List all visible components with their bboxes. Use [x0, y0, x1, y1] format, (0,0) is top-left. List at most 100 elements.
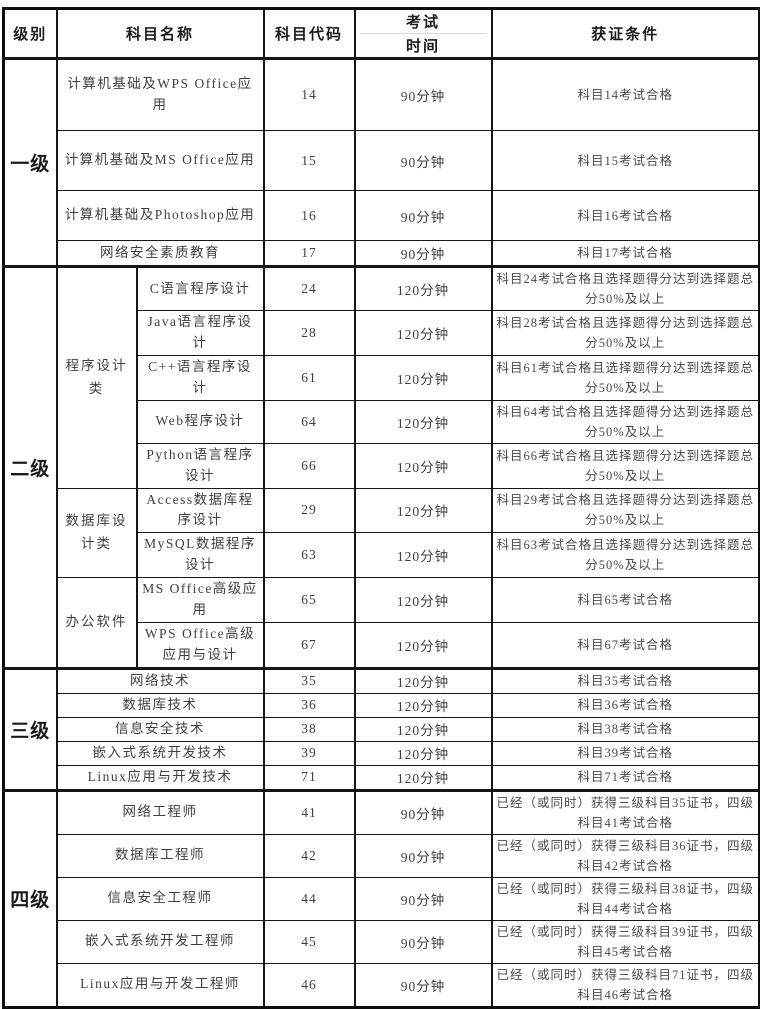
- time-cell: 90分钟: [353, 962, 493, 1008]
- time-cell: 120分钟: [353, 310, 493, 356]
- condition-cell: 已经（或同时）获得三级科目35证书，四级科目41考试合格: [490, 788, 760, 835]
- table-header-row: 级别 科目名称 科目代码 考试 时间 获证条件: [2, 8, 760, 59]
- time-cell: 120分钟: [353, 354, 493, 401]
- time-cell: 120分钟: [353, 622, 493, 669]
- subject-cell: 数据库技术: [55, 692, 265, 718]
- code-cell: 17: [262, 240, 356, 267]
- exam-subject-table: 级别 科目名称 科目代码 考试 时间 获证条件 一级 计算机基础及WPS Off…: [2, 7, 760, 1009]
- condition-cell: 科目63考试合格且选择题得分达到选择题总分50%及以上: [490, 532, 760, 579]
- table-row: 计算机基础及Photoshop应用 16 90分钟 科目16考试合格: [4, 190, 760, 241]
- time-cell: 120分钟: [353, 399, 493, 444]
- condition-cell: 科目17考试合格: [490, 240, 760, 267]
- table-row: 四级 网络工程师 41 90分钟 已经（或同时）获得三级科目35证书，四级科目4…: [2, 788, 760, 1008]
- table-row: Linux应用与开发技术 71 120分钟 科目71考试合格: [4, 764, 760, 791]
- table-row: 二级 程序设计类 C语言程序设计 24 120分钟 科目24考试合格且选择题得分…: [2, 265, 760, 669]
- time-cell: 90分钟: [353, 833, 493, 878]
- code-cell: 71: [262, 764, 356, 791]
- condition-cell: 科目38考试合格: [490, 716, 760, 742]
- header-subject-code: 科目代码: [262, 8, 356, 59]
- condition-cell: 科目65考试合格: [490, 577, 760, 624]
- code-cell: 63: [262, 532, 356, 579]
- level-cell-level2: 二级: [2, 265, 58, 669]
- subject-cell: 计算机基础及Photoshop应用: [55, 190, 265, 241]
- subject-cell: C++语言程序设计: [135, 354, 265, 401]
- time-cell: 120分钟: [353, 532, 493, 579]
- condition-cell: 已经（或同时）获得三级科目71证书，四级科目46考试合格: [490, 962, 760, 1008]
- subject-cell: C语言程序设计: [135, 265, 265, 311]
- subject-cell: MS Office高级应用: [135, 577, 265, 624]
- code-cell: 67: [262, 622, 356, 669]
- time-cell: 120分钟: [353, 666, 493, 694]
- category-cell-database: 数据库设计类: [55, 487, 138, 579]
- condition-cell: 已经（或同时）获得三级科目38证书，四级科目44考试合格: [490, 876, 760, 921]
- time-cell: 120分钟: [353, 442, 493, 489]
- code-cell: 35: [262, 666, 356, 694]
- subject-cell: 网络安全素质教育: [55, 240, 265, 267]
- condition-cell: 科目15考试合格: [490, 130, 760, 191]
- subject-cell: Linux应用与开发技术: [55, 764, 265, 791]
- header-exam-time-line1: 考试: [406, 15, 441, 31]
- header-level: 级别: [2, 8, 58, 59]
- condition-cell: 科目35考试合格: [490, 666, 760, 694]
- subject-cell: 嵌入式系统开发工程师: [55, 919, 265, 964]
- time-cell: 120分钟: [353, 716, 493, 742]
- code-cell: 38: [262, 716, 356, 742]
- table-row: MySQL数据程序设计 63 120分钟 科目63考试合格且选择题得分达到选择题…: [4, 532, 760, 579]
- condition-cell: 已经（或同时）获得三级科目39证书，四级科目45考试合格: [490, 919, 760, 964]
- table-row: 数据库工程师 42 90分钟 已经（或同时）获得三级科目36证书，四级科目42考…: [4, 833, 760, 878]
- header-exam-time: 考试 时间: [353, 8, 493, 59]
- subject-cell: 信息安全工程师: [55, 876, 265, 921]
- time-cell: 120分钟: [353, 764, 493, 791]
- table-row: 信息安全技术 38 120分钟 科目38考试合格: [4, 716, 760, 742]
- time-cell: 90分钟: [353, 919, 493, 964]
- level-cell-level1: 一级: [2, 57, 58, 267]
- header-cert-condition: 获证条件: [490, 8, 760, 59]
- subject-cell: 数据库工程师: [55, 833, 265, 878]
- subject-cell: Web程序设计: [135, 399, 265, 444]
- subject-cell: 计算机基础及WPS Office应用: [55, 57, 265, 131]
- subject-cell: 计算机基础及MS Office应用: [55, 130, 265, 191]
- table-row: Java语言程序设计 28 120分钟 科目28考试合格且选择题得分达到选择题总…: [4, 310, 760, 356]
- code-cell: 36: [262, 692, 356, 718]
- category-cell-office: 办公软件: [55, 577, 138, 669]
- code-cell: 15: [262, 130, 356, 191]
- subject-cell: 嵌入式系统开发技术: [55, 740, 265, 766]
- level-cell-level4: 四级: [2, 788, 58, 1008]
- category-cell-programming: 程序设计类: [55, 265, 138, 489]
- header-subject-name: 科目名称: [55, 8, 265, 59]
- condition-cell: 科目66考试合格且选择题得分达到选择题总分50%及以上: [490, 442, 760, 489]
- code-cell: 66: [262, 442, 356, 489]
- condition-cell: 科目29考试合格且选择题得分达到选择题总分50%及以上: [490, 487, 760, 534]
- code-cell: 46: [262, 962, 356, 1008]
- subject-cell: 网络工程师: [55, 788, 265, 835]
- subject-cell: Java语言程序设计: [135, 310, 265, 356]
- page: 级别 科目名称 科目代码 考试 时间 获证条件 一级 计算机基础及WPS Off…: [2, 7, 760, 1009]
- code-cell: 24: [262, 265, 356, 311]
- table-row: 数据库设计类 Access数据库程序设计 29 120分钟 科目29考试合格且选…: [4, 487, 760, 579]
- table-row: 三级 网络技术 35 120分钟 科目35考试合格: [2, 666, 760, 791]
- condition-cell: 科目36考试合格: [490, 692, 760, 718]
- condition-cell: 科目24考试合格且选择题得分达到选择题总分50%及以上: [490, 265, 760, 311]
- time-cell: 120分钟: [353, 265, 493, 311]
- condition-cell: 科目67考试合格: [490, 622, 760, 669]
- code-cell: 16: [262, 190, 356, 241]
- table-row: 网络安全素质教育 17 90分钟 科目17考试合格: [4, 240, 760, 267]
- table-row: 数据库技术 36 120分钟 科目36考试合格: [4, 692, 760, 718]
- table-row: 信息安全工程师 44 90分钟 已经（或同时）获得三级科目38证书，四级科目44…: [4, 876, 760, 921]
- subject-cell: 网络技术: [55, 666, 265, 694]
- subject-cell: MySQL数据程序设计: [135, 532, 265, 579]
- table-row: 一级 计算机基础及WPS Office应用 14 90分钟 科目14考试合格: [2, 57, 760, 267]
- time-cell: 120分钟: [353, 692, 493, 718]
- subject-cell: Linux应用与开发工程师: [55, 962, 265, 1008]
- time-cell: 90分钟: [353, 130, 493, 191]
- code-cell: 61: [262, 354, 356, 401]
- table-row: 嵌入式系统开发工程师 45 90分钟 已经（或同时）获得三级科目39证书，四级科…: [4, 919, 760, 964]
- condition-cell: 科目64考试合格且选择题得分达到选择题总分50%及以上: [490, 399, 760, 444]
- table-row: 办公软件 MS Office高级应用 65 120分钟 科目65考试合格: [4, 577, 760, 669]
- subject-cell: WPS Office高级应用与设计: [135, 622, 265, 669]
- code-cell: 14: [262, 57, 356, 131]
- code-cell: 65: [262, 577, 356, 624]
- condition-cell: 科目14考试合格: [490, 57, 760, 131]
- table-row: 嵌入式系统开发技术 39 120分钟 科目39考试合格: [4, 740, 760, 766]
- time-cell: 90分钟: [353, 788, 493, 835]
